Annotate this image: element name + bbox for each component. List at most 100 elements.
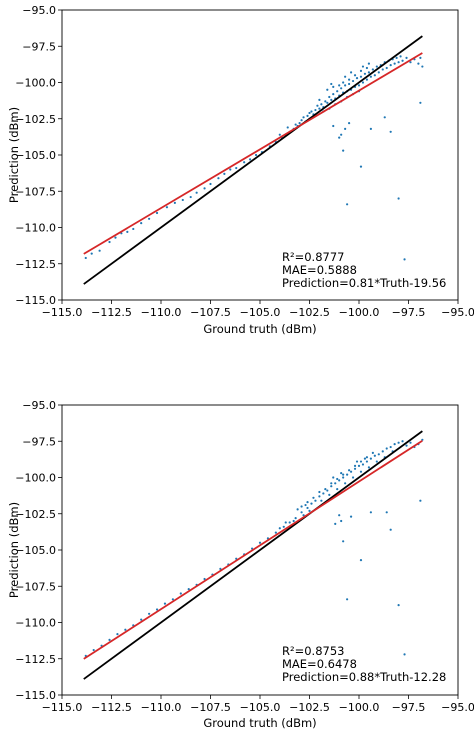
data-point [336, 90, 339, 93]
data-point [344, 482, 347, 485]
data-point [318, 495, 321, 498]
data-point [419, 499, 422, 502]
data-point [84, 256, 87, 260]
data-point [393, 443, 396, 446]
data-point [338, 479, 341, 482]
data-point [132, 227, 135, 231]
regression-line [83, 52, 423, 255]
data-point [310, 502, 313, 505]
data-point [397, 441, 400, 444]
data-point [353, 464, 357, 467]
data-point [346, 203, 349, 206]
data-point [348, 78, 351, 81]
data-point [300, 511, 303, 514]
data-point [308, 111, 311, 115]
data-point [286, 126, 289, 129]
data-point [419, 101, 422, 104]
data-point [98, 249, 101, 252]
x-tick-label: −110.0 [141, 701, 182, 714]
data-point [302, 514, 305, 517]
data-point [340, 133, 343, 136]
data-point [318, 490, 321, 494]
identity-line [83, 35, 423, 285]
data-point [377, 453, 380, 456]
scatter-points [84, 55, 424, 261]
data-point [365, 66, 369, 70]
data-point [326, 88, 329, 91]
data-point [116, 633, 119, 636]
data-point [421, 65, 424, 68]
y-tick-label: −115.0 [15, 294, 56, 307]
data-point [328, 95, 331, 99]
data-point [278, 133, 281, 136]
data-point [389, 445, 392, 449]
data-point [340, 87, 343, 90]
data-point [302, 116, 305, 119]
data-point [249, 158, 252, 161]
data-point [395, 56, 398, 59]
y-tick-label: −95.0 [22, 399, 56, 412]
data-point [308, 509, 311, 512]
data-point [349, 470, 353, 473]
data-point [353, 74, 357, 77]
annotation-equation: Prediction=0.88*Truth-12.28 [282, 670, 446, 684]
data-point [353, 467, 357, 470]
data-point [181, 198, 184, 202]
data-point [361, 463, 365, 466]
data-point [328, 493, 331, 496]
data-point [409, 441, 412, 444]
data-point [314, 108, 317, 112]
data-point [334, 522, 337, 526]
data-point [393, 62, 396, 65]
x-tick-label: −115.0 [42, 306, 83, 319]
data-point [187, 588, 190, 591]
data-point [409, 61, 412, 64]
data-point [282, 525, 285, 528]
x-tick-label: −97.5 [392, 306, 426, 319]
x-tick-label: −105.0 [240, 701, 281, 714]
data-point [332, 85, 335, 88]
data-point [338, 514, 341, 517]
y-tick-label: −112.5 [15, 653, 56, 666]
data-point [189, 195, 192, 199]
data-point [318, 107, 321, 110]
data-point [314, 499, 317, 502]
data-point [342, 149, 345, 152]
x-tick-label: −95.0 [441, 701, 474, 714]
data-point [355, 77, 359, 80]
data-point [375, 460, 378, 463]
data-point [320, 499, 323, 502]
data-point [349, 71, 353, 74]
data-point [90, 252, 93, 255]
data-point [92, 648, 95, 652]
y-tick-label: −107.5 [15, 580, 56, 593]
scatter-points [84, 438, 424, 657]
data-point [369, 511, 372, 514]
data-point [359, 75, 363, 78]
data-point [179, 592, 182, 595]
data-point [324, 100, 327, 103]
data-point [369, 457, 372, 460]
data-point [363, 72, 367, 75]
data-point [298, 122, 301, 125]
data-point [359, 69, 363, 72]
data-point [140, 222, 143, 225]
data-point [148, 612, 151, 615]
data-point [306, 114, 309, 117]
data-point [342, 476, 345, 479]
data-point [219, 567, 222, 570]
data-point [419, 56, 422, 59]
data-point [397, 197, 400, 200]
data-point [373, 454, 376, 457]
fit-lines [83, 430, 423, 680]
data-point [254, 153, 258, 157]
data-point [365, 78, 369, 81]
data-point [405, 56, 408, 59]
data-point [316, 104, 319, 107]
data-point [359, 460, 363, 463]
annotation-mae: MAE=0.5888 [282, 263, 357, 277]
regression-line [83, 439, 423, 660]
data-point [294, 123, 297, 126]
data-point [371, 68, 374, 71]
